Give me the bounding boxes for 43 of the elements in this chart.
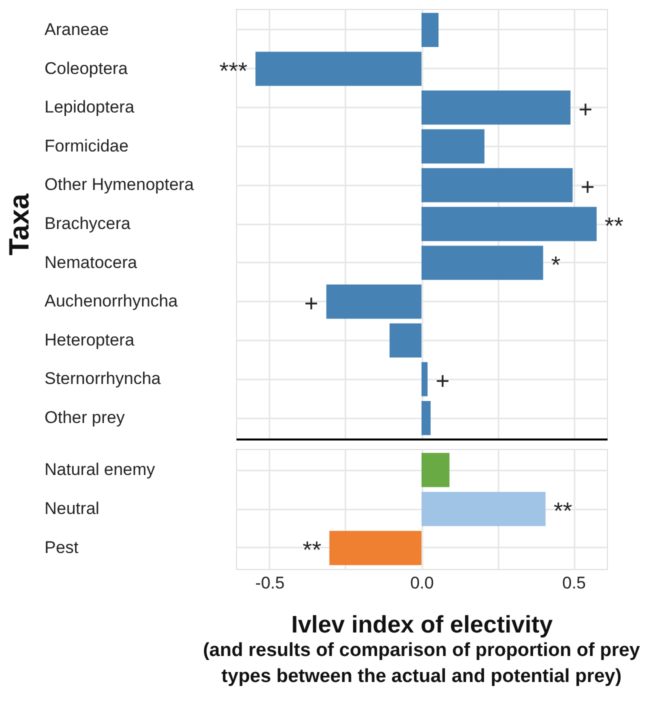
y-tick-label: Auchenorrhyncha [44,292,178,311]
y-tick-label: Formicidae [44,136,129,156]
annotation: + [578,96,593,124]
annotation: + [580,174,595,202]
y-tick-label: Nematocera [44,252,138,272]
y-tick-label: Natural enemy [44,460,156,480]
bar [255,52,422,86]
y-tick-label: Coleoptera [44,58,128,78]
bar [422,246,544,280]
text: (and results of comparison of proportion of prey types between the actual and potential prey) [202,640,640,687]
y-tick-label: Other prey [44,408,126,428]
y-tick-label: Araneae [44,20,109,39]
y-tick-label: Neutral [44,499,100,518]
bar [329,530,422,566]
bar [422,206,597,242]
annotation: * [551,252,560,279]
bar [422,400,431,436]
x-axis-title: Ivlev index of electivity [291,612,554,638]
bar [422,129,484,164]
annotation: ** [604,213,624,240]
y-tick-label: Brachycera [44,214,132,233]
bar [422,452,450,488]
y-axis-title: Taxa [4,193,34,256]
annotation: *** [219,58,248,85]
bar [422,362,428,396]
x-tick-label: 0.0 [410,574,434,592]
x-tick-label: -0.5 [255,574,285,592]
x-tick-label: 0.5 [562,574,586,592]
bar [326,284,422,319]
bar [422,90,571,125]
annotation: + [436,368,450,396]
y-tick-label: Pest [44,538,79,557]
bar [390,323,422,358]
y-tick-label: Heteroptera [44,330,135,350]
y-tick-label: Sternorrhyncha [44,369,162,388]
annotation: ** [554,498,572,525]
y-tick-label: Other Hymenoptera [44,175,194,194]
y-tick-label: Lepidoptera [44,98,135,117]
bar [422,168,573,202]
annotation: ** [302,536,322,564]
annotation: + [304,290,318,318]
bar [422,492,546,526]
bar [422,12,439,48]
